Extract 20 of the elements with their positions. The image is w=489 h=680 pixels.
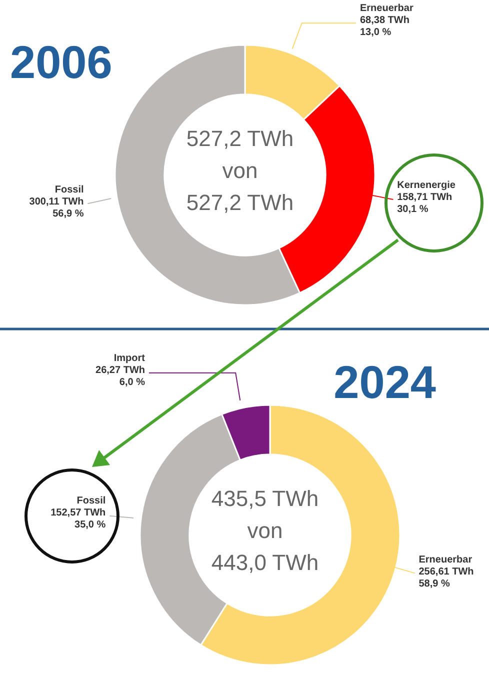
text: 2006: [10, 36, 112, 88]
slice-label: Erneuerbar: [360, 3, 414, 14]
data-label: 256,61 TWh 58,9 %: [418, 566, 474, 590]
data-label: 26,27 TWh 6,0 %: [96, 364, 146, 388]
text: 435,5 TWh: [211, 486, 319, 511]
text: 527,2 TWh: [186, 126, 294, 151]
text: von: [222, 158, 258, 183]
slice-label: Fossil: [76, 495, 106, 506]
data-label: 158,71 TWh 30,1 %: [397, 192, 452, 216]
text: 527,2 TWh: [186, 190, 294, 215]
slice-label: Import: [114, 352, 146, 364]
text: von: [247, 518, 283, 543]
data-label: 68,38 TWh 13,0 %: [360, 15, 410, 38]
chart-title: 2024: [334, 356, 436, 408]
text: 443,0 TWh: [211, 550, 319, 575]
slice-label: Erneuerbar: [418, 554, 472, 566]
data-label: 300,11 TWh 56,9 %: [29, 196, 84, 220]
slice-label: Fossil: [54, 184, 84, 196]
data-label: 152,57 TWh 35,0 %: [50, 507, 106, 530]
slice-label: Kernenergie: [397, 180, 456, 192]
